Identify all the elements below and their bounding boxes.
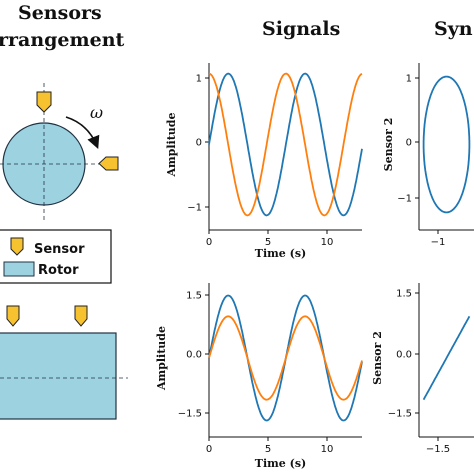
y-tick-label: 0.0 (186, 350, 202, 361)
legend-rotor-swatch (3, 261, 35, 277)
signals-plot-bottom: 1.5 0.0 −1.5 0 5 10 Amplitude Time (s) (155, 283, 363, 470)
sensor-middle-icon (74, 305, 88, 327)
legend-sensor-icon (10, 237, 24, 256)
y-tick-label: 1.5 (396, 289, 412, 300)
rotor-arrangement: ω (0, 83, 119, 222)
x-tick-label: −1.5 (426, 444, 450, 455)
y-tick-label: 1 (406, 74, 412, 85)
omega-label: ω (90, 103, 103, 122)
synthesis-plot-top: 1 0 −1 −1 Sensor 2 (382, 63, 474, 248)
y-tick-label: −1.5 (388, 409, 412, 420)
heading-signals: Signals (262, 18, 341, 40)
arrangement-legend: Sensor Rotor (0, 229, 112, 284)
y-axis-label: Sensor 2 (382, 118, 395, 172)
linear-rotor-block (0, 332, 117, 420)
y-tick-label: −1 (397, 194, 412, 205)
legend-rotor-label: Rotor (38, 263, 79, 278)
x-axis-label: Time (s) (255, 457, 306, 470)
series-line-2 (208, 315, 363, 401)
y-tick-label: 0.0 (396, 350, 412, 361)
y-tick-label: 0 (196, 138, 202, 149)
y-axis-label: Sensor 2 (371, 331, 384, 385)
heading-synth: Syn (434, 18, 473, 40)
x-tick-label: −1 (431, 237, 446, 248)
x-tick-label: 0 (206, 237, 212, 248)
synthesis-plot-bottom: 1.5 0.0 −1.5 −1.5 Sensor 2 (371, 283, 474, 455)
series-line-1 (422, 75, 471, 214)
y-tick-label: 1.5 (186, 291, 202, 302)
y-tick-label: 1 (196, 74, 202, 85)
rotation-arrow-icon (65, 116, 100, 149)
series-line-1 (422, 315, 471, 401)
x-tick-label: 5 (265, 444, 271, 455)
linear-arrangement (0, 305, 128, 420)
y-tick-label: −1.5 (178, 409, 202, 420)
x-tick-label: 0 (206, 444, 212, 455)
x-tick-label: 5 (265, 237, 271, 248)
x-tick-label: 10 (321, 444, 334, 455)
series-line-2 (208, 72, 363, 217)
y-tick-label: −1 (187, 203, 202, 214)
y-axis-label: Amplitude (165, 113, 178, 178)
heading-sensors-line2: rrangement (0, 29, 125, 51)
sensor-right-icon (98, 156, 119, 171)
x-tick-label: 10 (321, 237, 334, 248)
sensor-top-icon (36, 91, 52, 113)
y-tick-label: 0 (406, 138, 412, 149)
y-axis-label: Amplitude (155, 326, 168, 391)
series-line-1 (208, 72, 363, 217)
heading-sensors-line1: Sensors (18, 2, 102, 24)
sensor-left-icon (6, 305, 20, 327)
x-axis-label: Time (s) (255, 247, 306, 260)
legend-sensor-label: Sensor (34, 242, 85, 257)
